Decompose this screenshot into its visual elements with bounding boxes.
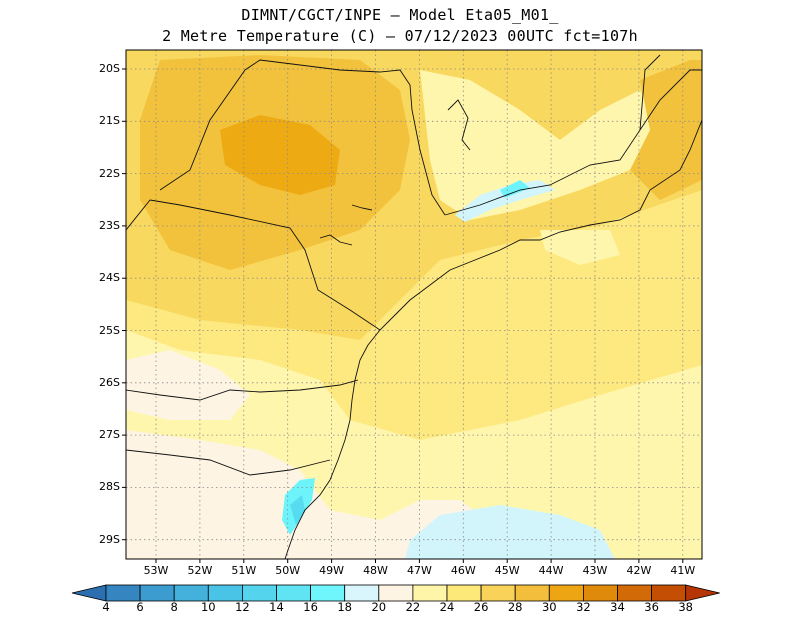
colorbar xyxy=(71,584,720,602)
colorbar-segment xyxy=(651,584,687,602)
lat-label: 22S xyxy=(99,166,120,180)
colorbar-segment xyxy=(583,584,618,602)
lon-label: 44W xyxy=(538,564,564,577)
colorbar-label: 4 xyxy=(102,600,110,614)
colorbar-segment xyxy=(173,584,209,602)
border-sc-rs xyxy=(126,449,331,476)
colorbar-segment xyxy=(617,584,652,602)
lat-label: 25S xyxy=(99,323,120,337)
field-22-24-north xyxy=(420,70,660,220)
colorbar-segment xyxy=(480,584,516,602)
colorbar-label: 26 xyxy=(473,600,489,614)
colorbar-segment xyxy=(548,584,584,602)
colorbar-segment xyxy=(446,584,482,602)
lon-label: 53W xyxy=(143,564,169,577)
colorbar-label: 18 xyxy=(337,600,352,614)
field-18-20 xyxy=(405,505,615,559)
lon-label: 49W xyxy=(319,564,345,577)
colorbar-label: 16 xyxy=(303,600,318,614)
lon-label: 48W xyxy=(363,564,388,577)
lon-label: 45W xyxy=(494,564,520,577)
lon-label: 43W xyxy=(582,564,608,577)
colorbar-label: 38 xyxy=(678,600,693,614)
lat-label: 21S xyxy=(99,114,120,128)
colorbar-label: 32 xyxy=(576,600,591,614)
field-14-16 xyxy=(290,495,305,525)
colorbar-label: 12 xyxy=(235,600,250,614)
field-20-22 xyxy=(126,430,520,559)
colorbar-segment xyxy=(412,584,448,602)
field-18-20-mtn xyxy=(455,180,555,222)
lat-label: 23S xyxy=(99,218,120,232)
grid-lines xyxy=(126,50,702,559)
colorbar-label: 24 xyxy=(439,600,455,614)
colorbar-label: 30 xyxy=(541,600,557,614)
colorbar-segment xyxy=(207,584,243,602)
colorbar-label: 20 xyxy=(371,600,387,614)
colorbar-label: 8 xyxy=(170,600,178,614)
lake-3 xyxy=(351,204,373,211)
border-sp-mg xyxy=(159,59,446,216)
colorbar-segment xyxy=(514,584,550,602)
colorbar-segment xyxy=(310,584,346,602)
lon-label: 51W xyxy=(231,564,257,577)
lon-label: 47W xyxy=(406,564,432,577)
colorbar-label: 10 xyxy=(200,600,216,614)
colorbar-max-arrow xyxy=(685,584,720,602)
coastline-borders xyxy=(126,54,702,559)
lake-1 xyxy=(447,99,471,151)
chart-subtitle: 2 Metre Temperature (C) – 07/12/2023 00U… xyxy=(162,27,638,45)
lon-label: 46W xyxy=(450,564,476,577)
colorbar-label: 36 xyxy=(644,600,659,614)
colorbar-segment xyxy=(105,584,141,602)
lat-label: 26S xyxy=(99,375,120,389)
border-mg-rj xyxy=(444,69,702,216)
field-16-18-mtn xyxy=(500,180,530,198)
lon-label: 52W xyxy=(187,564,213,577)
border-pr-sc xyxy=(126,379,359,401)
lat-label: 27S xyxy=(99,428,120,442)
axis-ticks xyxy=(122,68,684,563)
colorbar-label: 6 xyxy=(136,600,144,614)
coastline xyxy=(284,119,702,559)
colorbar-label: 14 xyxy=(269,600,284,614)
colorbar-segment xyxy=(344,584,380,602)
lat-label: 20S xyxy=(99,62,120,75)
colorbar-segment xyxy=(241,584,277,602)
colorbar-label: 22 xyxy=(405,600,421,614)
colorbar-label: 28 xyxy=(507,600,523,614)
border-sp-pr xyxy=(149,199,381,331)
lat-label: 29S xyxy=(99,532,120,546)
colorbar-label: 34 xyxy=(610,600,625,614)
lat-label: 28S xyxy=(99,480,120,494)
field-28-30-ne xyxy=(630,60,702,200)
border-ms xyxy=(126,199,151,231)
lat-label: 24S xyxy=(99,271,120,285)
lon-label: 50W xyxy=(275,564,301,577)
chart-title: DIMNT/CGCT/INPE – Model Eta05_M01_ xyxy=(241,6,559,24)
lon-label: 42W xyxy=(626,564,652,577)
lake-2 xyxy=(319,234,353,246)
colorbar-segment xyxy=(276,584,311,602)
map-frame xyxy=(125,49,703,560)
field-20-22-west xyxy=(126,350,250,420)
field-22-24-coast xyxy=(540,230,620,265)
colorbar-segment xyxy=(139,584,175,602)
lon-label: 41W xyxy=(670,564,696,577)
colorbar-min-arrow xyxy=(71,584,107,602)
field-30-32 xyxy=(220,115,340,195)
border-mg-es xyxy=(639,54,661,131)
colorbar-segment xyxy=(378,584,414,602)
